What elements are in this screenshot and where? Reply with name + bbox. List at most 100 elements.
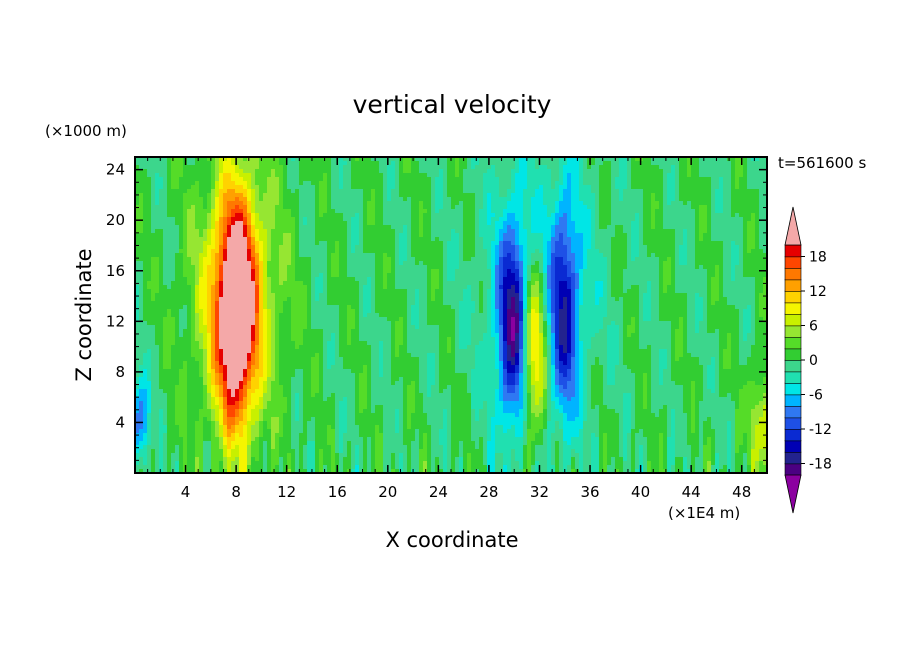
field-cell — [319, 245, 324, 250]
field-cell — [651, 177, 656, 182]
field-cell — [283, 157, 288, 162]
field-cell — [635, 197, 640, 202]
field-cell — [287, 229, 292, 234]
field-cell — [319, 173, 324, 178]
field-cell — [235, 193, 240, 198]
field-cell — [719, 233, 724, 238]
field-cell — [327, 169, 332, 174]
field-cell — [731, 201, 736, 206]
field-cell — [531, 265, 536, 270]
field-cell — [675, 261, 680, 266]
field-cell — [631, 173, 636, 178]
field-cell — [571, 217, 576, 222]
field-cell — [395, 173, 400, 178]
field-cell — [159, 281, 164, 286]
field-cell — [367, 269, 372, 274]
field-cell — [759, 193, 764, 198]
field-cell — [655, 169, 660, 174]
field-cell — [223, 161, 228, 166]
field-cell — [235, 205, 240, 210]
field-cell — [627, 253, 632, 258]
field-cell — [203, 281, 208, 286]
field-cell — [659, 157, 664, 162]
field-cell — [755, 165, 760, 170]
field-cell — [507, 249, 512, 254]
field-cell — [231, 193, 236, 198]
field-cell — [371, 253, 376, 258]
field-cell — [715, 169, 720, 174]
field-cell — [599, 273, 604, 278]
field-cell — [739, 261, 744, 266]
field-cell — [299, 225, 304, 230]
field-cell — [471, 169, 476, 174]
field-cell — [699, 173, 704, 178]
field-cell — [235, 189, 240, 194]
field-cell — [319, 265, 324, 270]
field-cell — [559, 157, 564, 162]
field-cell — [447, 221, 452, 226]
field-cell — [163, 213, 168, 218]
field-cell — [251, 249, 256, 254]
field-cell — [155, 197, 160, 202]
field-cell — [435, 173, 440, 178]
field-cell — [215, 181, 220, 186]
field-cell — [707, 177, 712, 182]
field-cell — [671, 185, 676, 190]
field-cell — [655, 253, 660, 258]
field-cell — [211, 193, 216, 198]
field-cell — [367, 165, 372, 170]
field-cell — [647, 193, 652, 198]
field-cell — [707, 249, 712, 254]
field-cell — [211, 249, 216, 254]
field-cell — [343, 277, 348, 282]
field-cell — [359, 253, 364, 258]
field-cell — [743, 245, 748, 250]
field-cell — [655, 173, 660, 178]
field-cell — [323, 169, 328, 174]
field-cell — [291, 273, 296, 278]
field-cell — [447, 261, 452, 266]
field-cell — [303, 245, 308, 250]
field-cell — [379, 169, 384, 174]
field-cell — [187, 157, 192, 162]
field-cell — [379, 177, 384, 182]
field-cell — [615, 197, 620, 202]
field-cell — [391, 157, 396, 162]
field-cell — [179, 245, 184, 250]
field-cell — [599, 185, 604, 190]
field-cell — [327, 237, 332, 242]
field-cell — [167, 241, 172, 246]
field-cell — [407, 253, 412, 258]
field-cell — [139, 197, 144, 202]
field-cell — [463, 245, 468, 250]
field-cell — [287, 165, 292, 170]
field-cell — [255, 177, 260, 182]
field-cell — [711, 221, 716, 226]
field-cell — [179, 205, 184, 210]
field-cell — [295, 237, 300, 242]
field-cell — [199, 169, 204, 174]
field-cell — [255, 193, 260, 198]
field-cell — [231, 157, 236, 162]
field-cell — [363, 241, 368, 246]
field-cell — [447, 213, 452, 218]
field-cell — [383, 161, 388, 166]
field-cell — [695, 181, 700, 186]
field-cell — [363, 205, 368, 210]
field-cell — [659, 193, 664, 198]
field-cell — [163, 173, 168, 178]
field-cell — [555, 257, 560, 262]
field-cell — [483, 201, 488, 206]
field-cell — [615, 173, 620, 178]
field-cell — [335, 221, 340, 226]
field-cell — [471, 253, 476, 258]
field-cell — [383, 281, 388, 286]
field-cell — [619, 169, 624, 174]
field-cell — [239, 193, 244, 198]
field-cell — [659, 221, 664, 226]
field-cell — [603, 165, 608, 170]
field-cell — [199, 225, 204, 230]
field-cell — [731, 245, 736, 250]
field-cell — [199, 257, 204, 262]
field-cell — [307, 205, 312, 210]
